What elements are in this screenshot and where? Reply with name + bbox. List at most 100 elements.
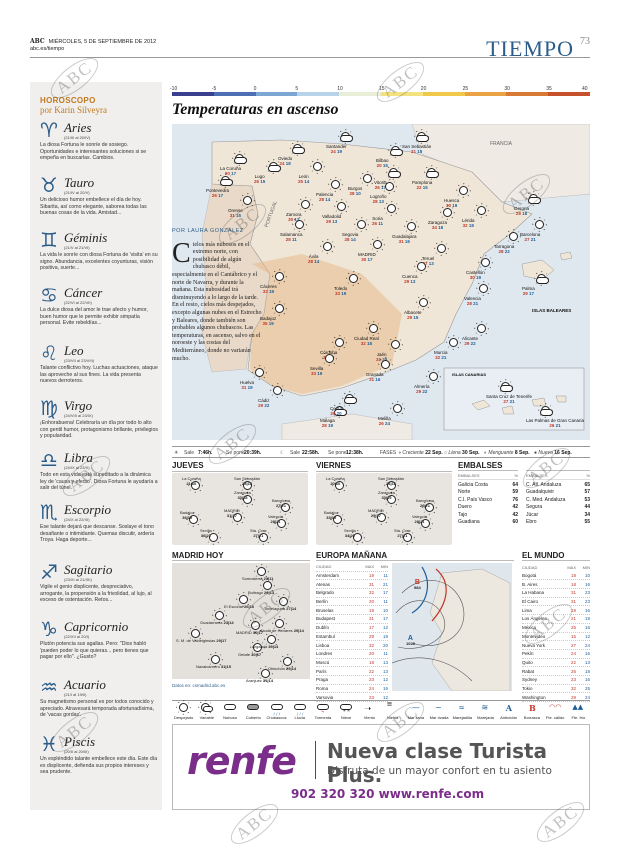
city-weather-icon: [328, 178, 344, 192]
header-meta: ABC MIÉRCOLES, 5 DE SEPTIEMBRE DE 2012 ab…: [30, 38, 156, 53]
city-name: Huelva: [240, 380, 255, 385]
city-weather-icon: [390, 402, 406, 416]
city-min: 22: [504, 249, 510, 254]
reservoir-name: C.I. País Vasco: [458, 496, 493, 503]
city-name: Logroño: [370, 194, 387, 199]
sign-dates: (22/VI al 22/VII): [64, 300, 92, 305]
snow-icon: * *: [340, 703, 353, 715]
city-min: 21: [441, 355, 447, 360]
city-weather-icon: [334, 200, 350, 214]
reservoir-percent: 64: [512, 481, 518, 488]
city-min: 20: [336, 411, 342, 416]
horoscope-sign: ♏ Escorpio (24/X al 22/XI) Ese talante deja…: [40, 502, 158, 554]
spain-map: FRANCIA PORTUGAL ISLAS BALEARES ISLAS CA…: [172, 124, 590, 440]
city-name: Castellón: [466, 270, 485, 275]
world-row: Quito 22 13: [522, 659, 590, 668]
madrid-place: MADRID 30|17: [236, 630, 263, 635]
forecast-weather-icon: [206, 531, 222, 545]
wind-icon: ➝: [364, 704, 372, 713]
moonset-time: 12:38h.: [346, 450, 364, 456]
scale-swatch: [380, 92, 423, 96]
reservoir-name: Tajo: [458, 511, 468, 518]
ad-subtitle: Disfruta de un mayor confort en tu asien…: [327, 765, 552, 777]
scale-bar: [172, 92, 590, 96]
city-weather-icon: [266, 160, 282, 174]
city-weather-icon: [310, 160, 326, 174]
scale-label: 0: [253, 86, 257, 92]
map-city: Orense 31 15: [228, 208, 243, 218]
city-name: Palma: [522, 286, 535, 291]
world-row: Los Ángeles 21 19: [522, 615, 590, 624]
sign-name: Aries: [64, 120, 92, 135]
city-min: 24: [385, 421, 391, 426]
reservoir-name: Norte: [458, 489, 471, 496]
horoscope-sign: ♌ Leo (23/VII al 23/VIII) Talante conflicti…: [40, 343, 158, 395]
city-weather-icon: [272, 302, 288, 316]
forecast-weather-icon: [240, 479, 256, 493]
reservoir-percent: 60: [512, 519, 518, 526]
madrid-weather-icon: [258, 667, 274, 681]
city-weather-icon: [474, 204, 490, 218]
friday-title: VIERNES: [316, 461, 452, 472]
city-name: Barcelona: [520, 232, 541, 237]
ad-contact[interactable]: 902 320 320 www.renfe.com: [291, 787, 485, 801]
city-weather-icon: [416, 296, 432, 310]
reservoir-row: Ebro 55: [526, 519, 590, 527]
forecast-weather-icon: [384, 479, 400, 493]
city-min: 18: [438, 225, 444, 230]
sign-text: Talante conflictivo hoy. Luchas actuacio…: [40, 365, 158, 384]
world-table: EL MUNDO CIUDAD MAX MIN Bogotá 18 10 B. Aires…: [522, 551, 590, 702]
forecast-city: San Sebastián 23|15: [234, 476, 261, 486]
moonrise-label: Sale: [290, 450, 301, 456]
scale-label: 25: [462, 86, 469, 92]
zodiac-escorpio-icon: ♏: [40, 500, 58, 524]
city-name: Ciudad Real: [354, 336, 379, 341]
city-max: 20: [376, 163, 382, 168]
sign-name: Géminis: [64, 230, 108, 245]
scale-label: 15: [379, 86, 385, 92]
map-city: Tarragona 28 22: [494, 244, 514, 254]
map-city: Las Palmas de Gran Canaria 26 21: [526, 418, 584, 428]
city-min: 22: [422, 389, 428, 394]
sign-text: Ese talante dejará que descanse. Soslaye…: [40, 524, 155, 543]
page-header: ABC MIÉRCOLES, 5 DE SEPTIEMBRE DE 2012 ab…: [30, 36, 590, 61]
city-name: Gerona: [514, 206, 530, 211]
city-name: Cádiz: [258, 398, 270, 403]
header-site[interactable]: abc.es/tiempo: [30, 46, 65, 52]
forecast-city: Sta. Cruz 27|21: [394, 528, 411, 538]
sunset-time: 20:39h.: [244, 450, 262, 456]
city-weather-icon: [298, 198, 314, 212]
madrid-source[interactable]: Datos en: csmadrid.abc.es: [172, 683, 226, 688]
city-max: 28: [318, 197, 324, 202]
renfe-advertisement[interactable]: renfe Nueva clase Turista Plus. Disfruta…: [172, 724, 590, 810]
map-city: Sevilla 33 19: [310, 366, 323, 376]
high-icon: A: [505, 703, 512, 713]
city-min: 19: [269, 289, 275, 294]
city-min: 11: [292, 237, 297, 242]
sign-dates: (23/VII al 23/VIII): [64, 358, 95, 363]
city-weather-icon: [498, 380, 514, 394]
city-max: 27: [503, 399, 509, 404]
map-city: Albacete 29 15: [404, 310, 422, 320]
reservoir-row: C. Atl. Andaluza 65: [526, 481, 590, 489]
horoscope-sign: ♍ Virgo (24/VIII al 23/IX) ¡Enhorabuena! Ce…: [40, 398, 158, 450]
world-row: El Cairo 31 23: [522, 598, 590, 607]
city-name: Almería: [414, 384, 430, 389]
reservoirs-header: EMBALSES%: [458, 473, 518, 480]
city-min: 14: [314, 259, 320, 264]
madrid-place: Aranjuez 31|14: [246, 678, 273, 683]
city-weather-icon: [476, 282, 492, 296]
horoscope-sign: ♓ Piscis (20/II al 20/III) Un espléndido ta…: [40, 734, 158, 786]
reservoir-row: Segura 44: [526, 504, 590, 512]
forecast-city: Sevilla 36|21: [200, 528, 212, 538]
reservoir-percent: 34: [584, 511, 590, 518]
city-min: 19: [328, 423, 334, 428]
city-max: 33: [262, 289, 268, 294]
forecast-city: Barcelona 26|21: [416, 498, 435, 508]
city-max: 28: [308, 259, 314, 264]
sea-moderate-icon: ≋: [481, 703, 489, 712]
reservoir-name: Ebro: [526, 519, 537, 526]
map-city: Alicante 29 22: [462, 336, 478, 346]
madrid-place: Guadarrama 23|14: [200, 620, 234, 625]
reservoir-percent: 44: [584, 504, 590, 511]
